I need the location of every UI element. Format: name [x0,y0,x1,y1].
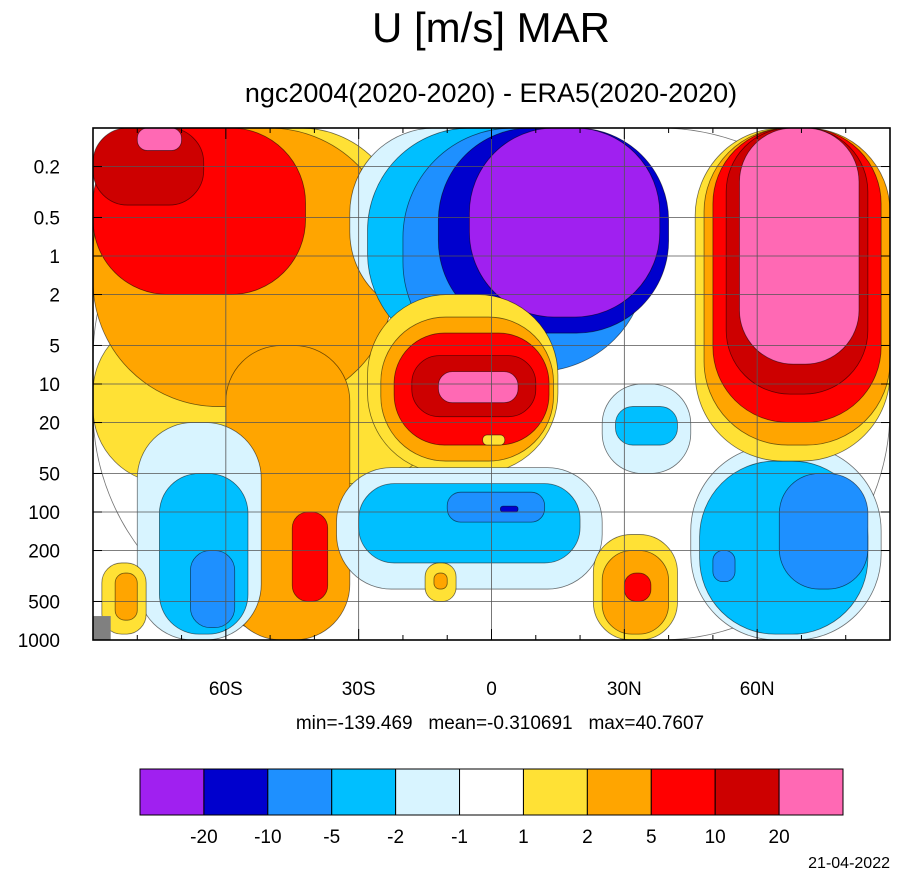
y-tick-label: 1000 [18,631,60,652]
contour-region-12 [190,550,236,628]
contour-region-40 [778,473,869,590]
colorbar-swatch-1 [203,768,269,816]
x-tick-label: 30N [607,679,642,700]
x-tick-label: 60S [209,679,243,700]
colorbar-label: -10 [254,827,281,848]
y-tick-label: 20 [39,414,60,435]
contour-region-29 [499,505,519,513]
colorbar [139,768,844,816]
colorbar-swatch-0 [139,768,205,816]
contour-region-28 [446,491,546,523]
contour-region-39 [712,550,736,583]
chart-title: U [m/s] MAR [372,4,610,51]
colorbar-label: 10 [705,827,726,848]
missing-data-patch [93,616,111,640]
colorbar-swatch-3 [331,768,397,816]
y-tick-label: 0.5 [34,208,60,229]
contour-region-31 [433,572,448,590]
y-tick-label: 500 [28,592,60,613]
colorbar-swatch-9 [714,768,780,816]
colorbar-swatch-6 [522,768,588,816]
colorbar-label: 5 [646,827,657,848]
colorbar-label: -20 [190,827,217,848]
contour-region-33 [615,406,678,446]
date-stamp: 21-04-2022 [808,855,890,872]
colorbar-swatch-5 [459,768,524,816]
missing-data-patches [93,616,111,640]
x-axis-tick-labels: 60S 30S 0 30N 60N [209,679,775,700]
colorbar-swatch-2 [267,768,333,816]
colorbar-label: 20 [769,827,790,848]
colorbar-label: -5 [323,827,340,848]
plot-area [93,128,890,640]
y-tick-label: 5 [49,336,60,357]
y-tick-label: 100 [28,503,60,524]
colorbar-labels: -20 -10 -5 -2 -1 1 2 5 10 20 [190,827,789,848]
contour-region-36 [623,572,652,602]
colorbar-swatch-7 [586,768,652,816]
colorbar-swatch-8 [650,768,716,816]
grid-lines [93,128,890,640]
y-tick-label: 1 [49,247,60,268]
colorbar-swatch-10 [778,768,844,816]
y-tick-label: 10 [39,375,60,396]
stats-text: min=-139.469 mean=-0.310691 max=40.7607 [296,713,704,734]
y-tick-label: 50 [39,464,60,485]
x-tick-label: 60N [740,679,775,700]
x-tick-label: 30S [342,679,376,700]
contour-region-19 [468,128,661,318]
y-tick-label: 200 [28,542,60,563]
axis-ticks [93,128,890,641]
colorbar-swatch-4 [395,768,461,816]
contour-region-14 [114,572,138,621]
colorbar-label: 1 [518,827,529,848]
contour-region-9 [291,511,329,602]
colorbar-label: -2 [387,827,404,848]
contour-region-8 [136,128,182,151]
contour-region-24 [437,371,519,404]
colorbar-label: -1 [451,827,468,848]
colorbar-label: 2 [582,827,593,848]
contour-region-25 [482,434,506,446]
contour-region-45 [739,128,860,365]
chart-subtitle: ngc2004(2020-2020) - ERA5(2020-2020) [245,78,737,108]
y-tick-label: 0.2 [34,158,60,179]
x-tick-label: 0 [486,679,497,700]
y-axis-tick-labels: 0.2 0.5 1 2 5 10 20 50 100 200 500 1000 [18,158,60,652]
y-tick-label: 2 [49,286,60,307]
